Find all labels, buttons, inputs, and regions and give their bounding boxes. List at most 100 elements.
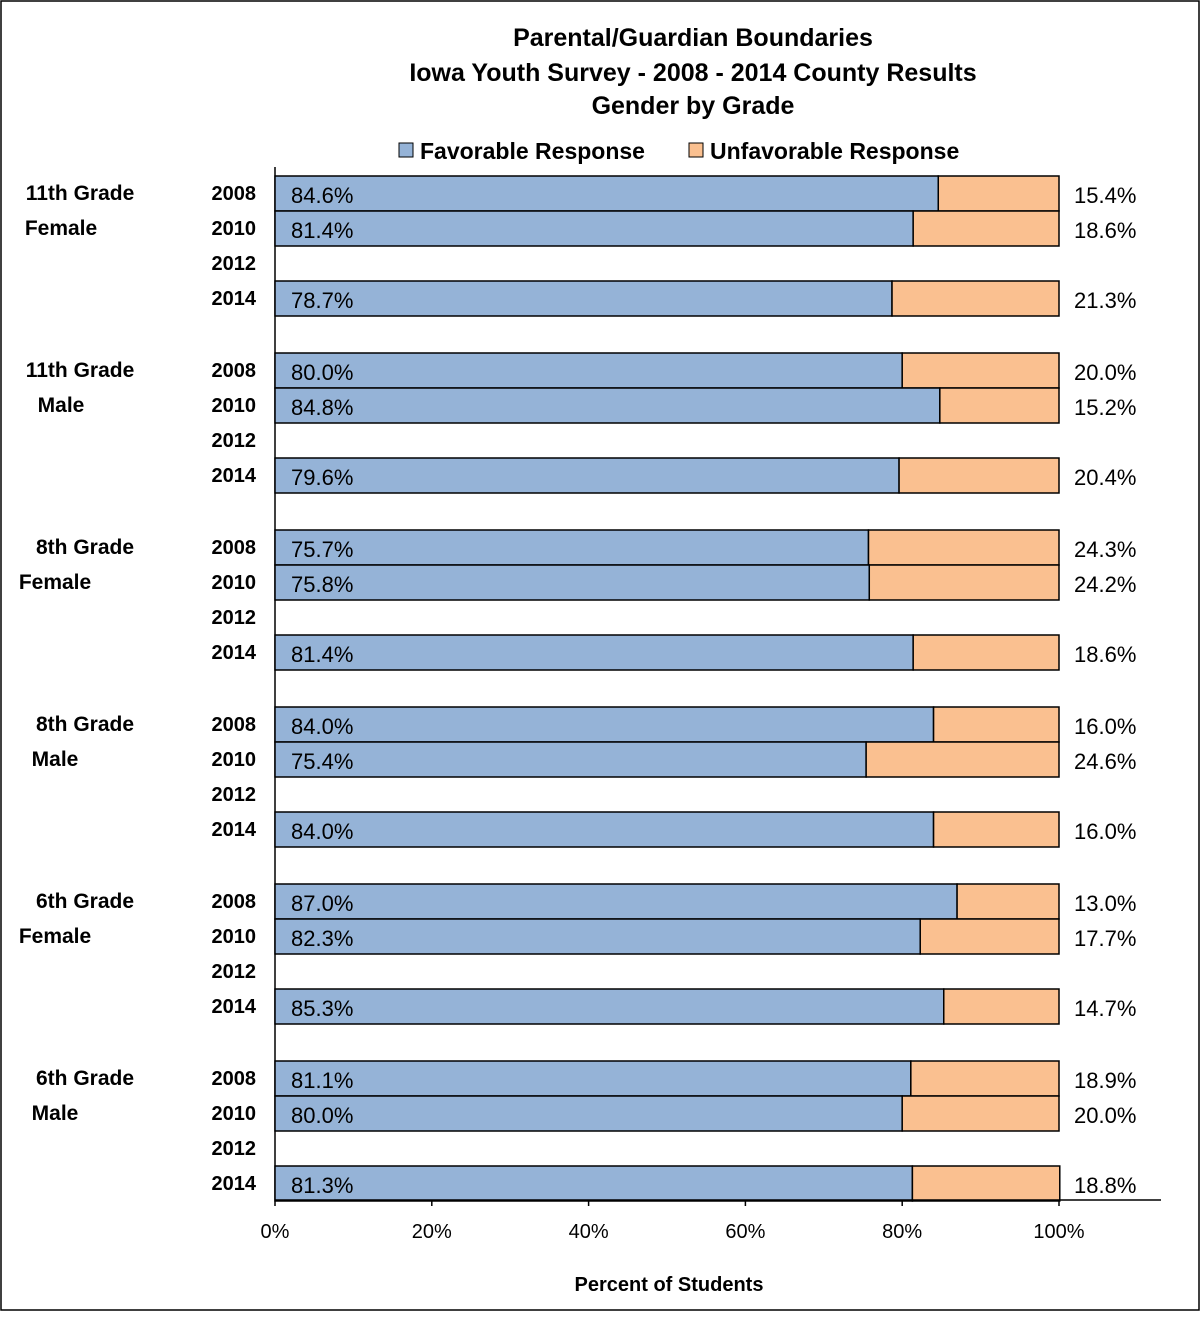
unfavorable-value-label: 21.3% — [1074, 288, 1136, 313]
unfavorable-bar — [937, 175, 1060, 212]
year-label: 2014 — [212, 819, 257, 841]
year-label: 2012 — [212, 961, 257, 983]
favorable-bar — [274, 564, 871, 601]
x-axis: 0% 20% 40% 60% 80% 100% Percent of Students — [261, 1199, 1161, 1296]
unfavorable-value-label: 13.0% — [1074, 891, 1136, 916]
legend-swatch — [398, 142, 414, 158]
group-label: 11th Grade — [26, 182, 135, 205]
unfavorable-bar — [911, 1165, 1061, 1202]
favorable-bar — [274, 883, 958, 920]
group-label: Male — [32, 748, 79, 771]
favorable-bar — [274, 210, 914, 247]
group-label: Female — [19, 925, 91, 948]
unfavorable-bar — [932, 706, 1060, 743]
year-label: 2012 — [212, 784, 257, 806]
favorable-bar — [274, 175, 940, 212]
year-label: 2012 — [212, 430, 257, 452]
chart-title-line: Iowa Youth Survey - 2008 - 2014 County R… — [409, 59, 976, 87]
favorable-value-label: 84.8% — [291, 395, 353, 420]
unfavorable-value-label: 24.3% — [1074, 537, 1136, 562]
favorable-bar — [274, 918, 921, 955]
legend-swatch — [688, 142, 704, 158]
unfavorable-value-label: 17.7% — [1074, 926, 1136, 951]
unfavorable-bar — [865, 741, 1060, 778]
x-tick-label: 40% — [569, 1221, 609, 1243]
favorable-bar — [274, 988, 945, 1025]
group-label: 11th Grade — [26, 359, 135, 382]
favorable-bar — [274, 1165, 914, 1202]
group-label: 6th Grade — [36, 890, 134, 913]
favorable-value-label: 84.0% — [291, 819, 353, 844]
unfavorable-value-label: 20.0% — [1074, 1103, 1136, 1128]
favorable-bar — [274, 387, 941, 424]
unfavorable-value-label: 20.0% — [1074, 360, 1136, 385]
unfavorable-value-label: 20.4% — [1074, 465, 1136, 490]
year-label: 2008 — [212, 891, 257, 913]
x-tick-label: 20% — [412, 1221, 452, 1243]
legend: Favorable Response Unfavorable Response — [398, 138, 959, 164]
unfavorable-value-label: 18.6% — [1074, 218, 1136, 243]
unfavorable-bar — [939, 387, 1060, 424]
x-tick-label: 60% — [725, 1221, 765, 1243]
year-label: 2008 — [212, 1068, 257, 1090]
group-label: 6th Grade — [36, 1067, 134, 1090]
favorable-value-label: 81.4% — [291, 218, 353, 243]
unfavorable-bar — [891, 280, 1060, 317]
favorable-value-label: 84.0% — [291, 714, 353, 739]
unfavorable-value-label: 15.2% — [1074, 395, 1136, 420]
group-label: 8th Grade — [36, 713, 134, 736]
x-tick-label: 80% — [882, 1221, 922, 1243]
favorable-bar — [274, 352, 903, 389]
year-label: 2010 — [212, 1103, 257, 1125]
unfavorable-value-label: 18.8% — [1074, 1173, 1136, 1198]
favorable-bar — [274, 741, 867, 778]
favorable-bar — [274, 634, 914, 671]
favorable-value-label: 81.4% — [291, 642, 353, 667]
favorable-value-label: 84.6% — [291, 183, 353, 208]
favorable-value-label: 85.3% — [291, 996, 353, 1021]
legend-label: Unfavorable Response — [710, 138, 959, 164]
favorable-value-label: 80.0% — [291, 1103, 353, 1128]
unfavorable-bar — [912, 210, 1060, 247]
group-label: Female — [19, 571, 91, 594]
unfavorable-value-label: 15.4% — [1074, 183, 1136, 208]
year-label: 2012 — [212, 607, 257, 629]
favorable-value-label: 78.7% — [291, 288, 353, 313]
plot-area: 11th Grade Female 2008 84.6% 15.4% 2010 81.4% 1… — [19, 167, 1136, 1202]
unfavorable-bar — [901, 352, 1060, 389]
unfavorable-bar — [919, 918, 1060, 955]
favorable-value-label: 82.3% — [291, 926, 353, 951]
unfavorable-value-label: 14.7% — [1074, 996, 1136, 1021]
favorable-value-label: 75.4% — [291, 749, 353, 774]
chart-title-line: Parental/Guardian Boundaries — [513, 24, 873, 52]
favorable-value-label: 80.0% — [291, 360, 353, 385]
unfavorable-bar — [901, 1095, 1060, 1132]
unfavorable-value-label: 24.6% — [1074, 749, 1136, 774]
chart-title: Parental/Guardian Boundaries Iowa Youth S… — [409, 24, 976, 120]
favorable-bar — [274, 706, 935, 743]
favorable-value-label: 81.1% — [291, 1068, 353, 1093]
favorable-value-label: 87.0% — [291, 891, 353, 916]
favorable-value-label: 75.8% — [291, 572, 353, 597]
favorable-bar — [274, 1060, 912, 1097]
year-label: 2010 — [212, 749, 257, 771]
year-label: 2012 — [212, 253, 257, 275]
year-label: 2014 — [212, 288, 257, 310]
chart-title-line: Gender by Grade — [592, 92, 795, 120]
favorable-value-label: 75.7% — [291, 537, 353, 562]
year-label: 2014 — [212, 1173, 257, 1195]
unfavorable-value-label: 18.9% — [1074, 1068, 1136, 1093]
favorable-value-label: 81.3% — [291, 1173, 353, 1198]
year-label: 2008 — [212, 537, 257, 559]
year-label: 2010 — [212, 218, 257, 240]
group-label: Female — [25, 217, 97, 240]
year-label: 2014 — [212, 465, 257, 487]
favorable-bar — [274, 280, 893, 317]
unfavorable-bar — [867, 529, 1060, 566]
favorable-bar — [274, 811, 935, 848]
x-axis-title: Percent of Students — [575, 1274, 764, 1296]
unfavorable-bar — [943, 988, 1060, 1025]
year-label: 2010 — [212, 395, 257, 417]
